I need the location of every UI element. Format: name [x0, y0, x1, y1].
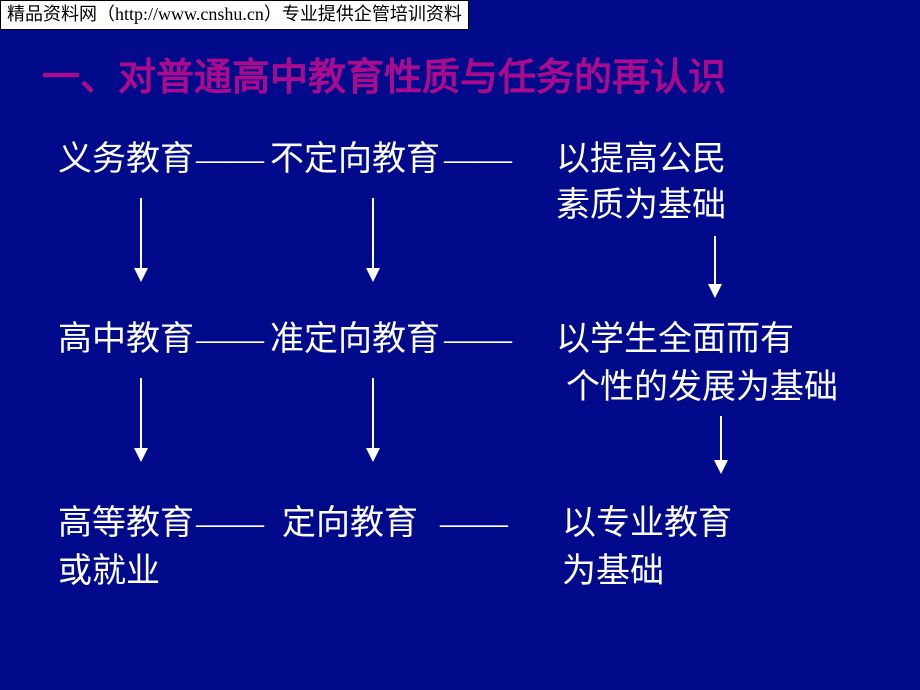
dash-r3b: ——	[440, 504, 508, 545]
node-r3c3-line1: 以专业教育	[562, 504, 732, 545]
arrow-down-0	[140, 198, 142, 280]
node-r3c1-line1: 高等教育	[58, 504, 194, 545]
node-r3c2: 定向教育	[282, 504, 418, 545]
watermark-banner: 精品资料网（http://www.cnshu.cn）专业提供企管培训资料	[0, 0, 469, 30]
node-r1c1: 义务教育	[58, 140, 194, 181]
node-r2c3-line1: 以学生全面而有	[556, 320, 794, 361]
node-r1c3-line1: 以提高公民	[556, 140, 726, 181]
node-r2c1: 高中教育	[58, 320, 194, 361]
node-r1c3-line2: 素质为基础	[556, 186, 726, 227]
node-r2c3-line2: 个性的发展为基础	[566, 368, 838, 409]
arrow-down-1	[372, 198, 374, 280]
page-title: 一、对普通高中教育性质与任务的再认识	[42, 46, 726, 101]
node-r3c3-line2: 为基础	[562, 552, 664, 593]
dash-r1b: ——	[444, 140, 512, 181]
node-r2c2: 准定向教育	[270, 320, 440, 361]
arrow-down-5	[720, 416, 722, 472]
arrow-down-2	[714, 236, 716, 296]
slide: 精品资料网（http://www.cnshu.cn）专业提供企管培训资料 一、对…	[0, 0, 920, 690]
watermark-text: 精品资料网（http://www.cnshu.cn）专业提供企管培训资料	[7, 4, 462, 24]
node-r1c2: 不定向教育	[270, 140, 440, 181]
node-r3c1-line2: 或就业	[58, 552, 160, 593]
arrow-down-3	[140, 378, 142, 460]
dash-r2b: ——	[444, 320, 512, 361]
dash-r1a: ——	[196, 140, 264, 181]
arrow-down-4	[372, 378, 374, 460]
dash-r3a: ——	[196, 504, 264, 545]
dash-r2a: ——	[196, 320, 264, 361]
